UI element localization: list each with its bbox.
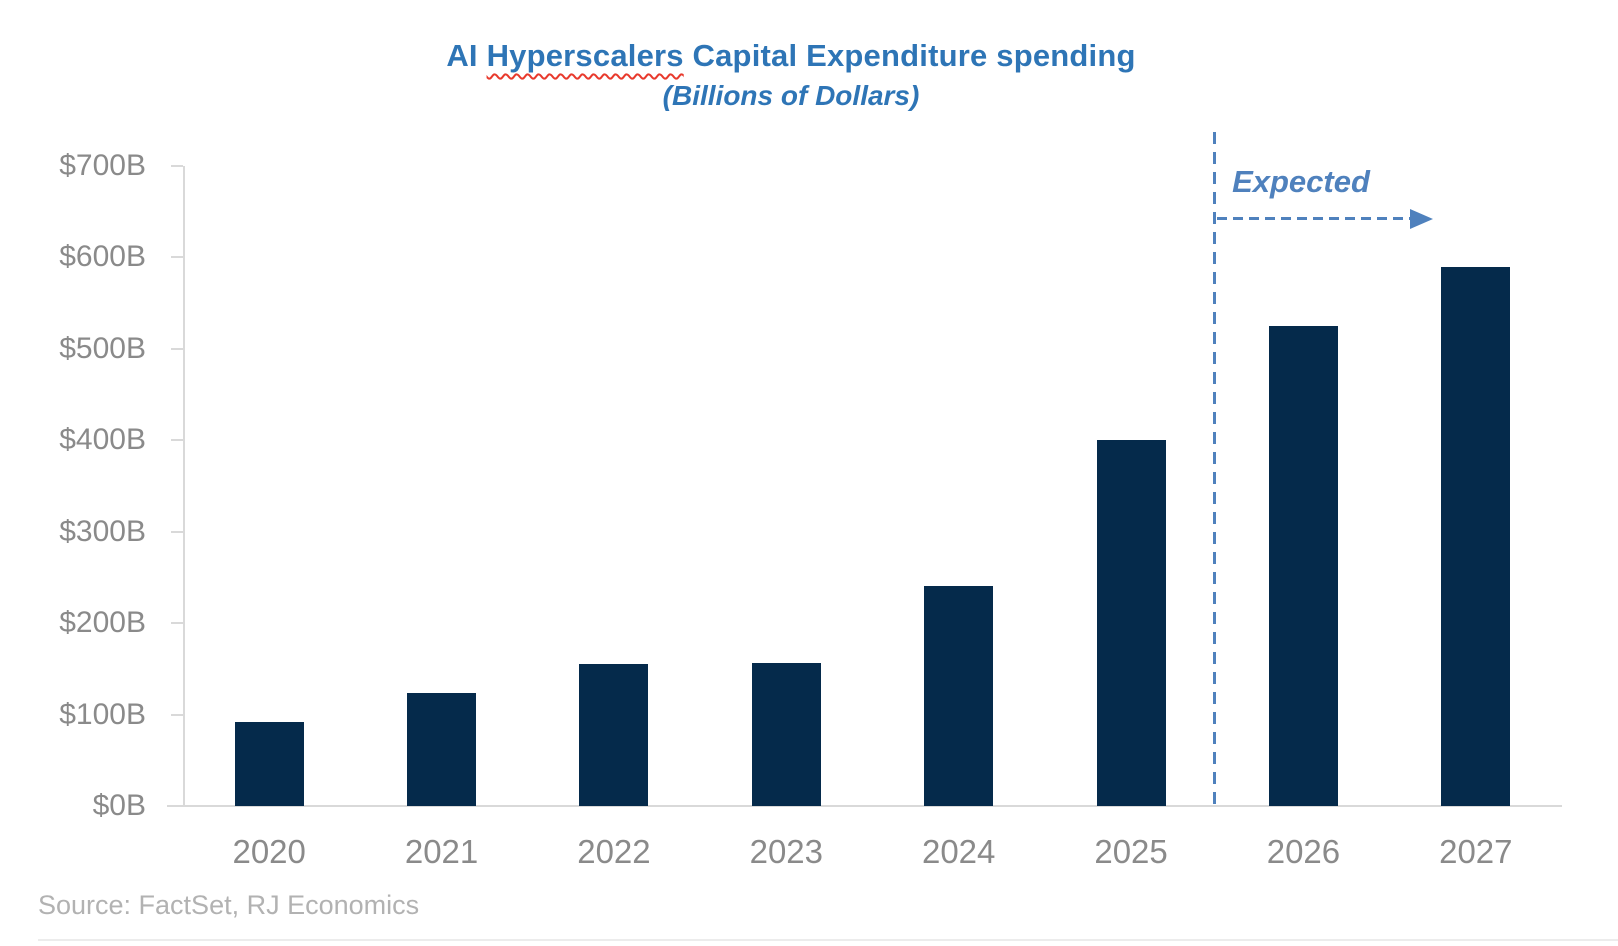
y-axis-tick-label: $700B bbox=[59, 149, 146, 182]
y-axis-tick bbox=[171, 622, 183, 625]
y-axis-tick-label: $600B bbox=[59, 240, 146, 274]
y-axis-tick bbox=[171, 165, 183, 167]
x-axis-label-2027: 2027 bbox=[1439, 833, 1513, 870]
y-axis-tick-label: $300B bbox=[59, 514, 146, 548]
x-axis-label-2026: 2026 bbox=[1266, 833, 1341, 870]
source-note: Source: FactSet, RJ Economics bbox=[38, 890, 420, 920]
y-axis-tick bbox=[171, 530, 183, 533]
forecast-divider-dashed-line bbox=[1213, 132, 1216, 806]
bar-2021 bbox=[407, 692, 477, 806]
x-axis-label-2020: 2020 bbox=[232, 833, 306, 870]
bar-2027 bbox=[1441, 266, 1511, 806]
x-axis-label-2023: 2023 bbox=[749, 833, 824, 870]
chart-title-misspelled-word: Hyperscalers bbox=[486, 38, 684, 73]
expected-arrow-shaft bbox=[1217, 217, 1413, 220]
x-axis-label-2025: 2025 bbox=[1094, 833, 1168, 870]
chart-title-suffix: Capital Expenditure spending bbox=[683, 38, 1136, 73]
chart-subtitle: (Billions of Dollars) bbox=[662, 80, 920, 111]
y-axis-tick bbox=[171, 713, 183, 716]
y-axis-tick bbox=[171, 256, 183, 259]
x-axis-label-2024: 2024 bbox=[921, 833, 996, 870]
chart-title-prefix: AI bbox=[446, 38, 487, 73]
y-axis-line bbox=[183, 166, 185, 806]
y-axis-tick-label: $100B bbox=[59, 697, 146, 731]
y-axis-tick-label: $0B bbox=[92, 789, 146, 822]
y-axis-tick bbox=[171, 347, 183, 350]
y-axis-tick-label: $500B bbox=[59, 331, 146, 365]
bar-2024 bbox=[924, 585, 994, 806]
expected-arrow-head-icon bbox=[1410, 209, 1433, 229]
x-axis-line bbox=[167, 805, 1562, 807]
y-axis-tick-label: $400B bbox=[59, 423, 146, 457]
bar-2025 bbox=[1096, 440, 1166, 806]
bar-2022 bbox=[579, 664, 649, 806]
expected-annotation-label: Expected bbox=[1232, 164, 1370, 199]
bar-2023 bbox=[751, 663, 821, 806]
bar-2026 bbox=[1268, 326, 1338, 806]
y-axis-tick bbox=[171, 439, 183, 442]
bar-2020 bbox=[234, 721, 304, 806]
chart-title: AI Hyperscalers Capital Expenditure spen… bbox=[0, 38, 1582, 74]
y-axis-tick-label: $200B bbox=[59, 606, 146, 640]
x-axis-label-2021: 2021 bbox=[404, 833, 479, 870]
bottom-divider-rule bbox=[38, 939, 1618, 941]
x-axis-label-2022: 2022 bbox=[577, 833, 651, 870]
y-axis-tick bbox=[171, 805, 183, 807]
